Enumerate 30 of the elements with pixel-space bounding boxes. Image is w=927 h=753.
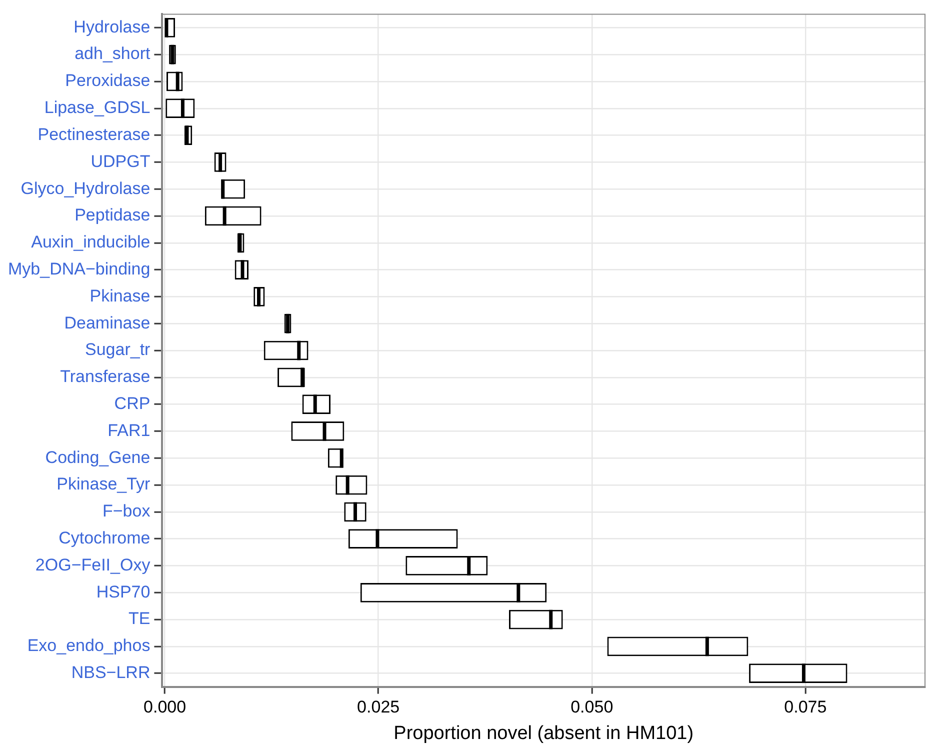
y-tick-label: Pectinesterase — [38, 124, 150, 144]
y-tick-label: Transferase — [60, 367, 150, 386]
x-tick-label: 0.025 — [357, 698, 400, 717]
y-tick-label: Glyco_Hydrolase — [20, 178, 150, 198]
y-tick-label: Pkinase_Tyr — [56, 474, 151, 494]
y-tick-label: HSP70 — [96, 582, 150, 602]
y-tick-label: adh_short — [74, 44, 150, 64]
y-tick-label: Pkinase — [90, 286, 150, 306]
x-tick-label: 0.075 — [784, 698, 827, 717]
y-tick-label: FAR1 — [108, 420, 150, 440]
y-tick-label: NBS−LRR — [71, 663, 150, 682]
y-tick-label: 2OG−FeII_Oxy — [35, 555, 151, 574]
y-tick-label: Hydrolase — [74, 17, 150, 36]
x-tick-label: 0.000 — [144, 698, 186, 717]
y-tick-label: Cytochrome — [58, 528, 150, 548]
y-tick-label: Deaminase — [64, 313, 150, 332]
y-tick-label: Coding_Gene — [45, 448, 150, 467]
y-tick-label: TE — [128, 609, 150, 628]
y-tick-label: F−box — [102, 502, 151, 521]
y-tick-label: Sugar_tr — [85, 340, 151, 360]
x-tick-label: 0.050 — [570, 698, 614, 717]
y-tick-label: Lipase_GDSL — [44, 98, 150, 118]
y-tick-label: CRP — [114, 394, 150, 413]
x-axis-title: Proportion novel (absent in HM101) — [394, 722, 694, 744]
y-tick-label: Auxin_inducible — [31, 232, 150, 252]
y-tick-label: Exo_endo_phos — [27, 636, 150, 656]
y-tick-label: Peptidase — [74, 206, 150, 225]
y-tick-label: Peroxidase — [65, 71, 150, 90]
y-tick-label: UDPGT — [90, 152, 150, 171]
y-tick-label: Myb_DNA−binding — [8, 259, 150, 278]
